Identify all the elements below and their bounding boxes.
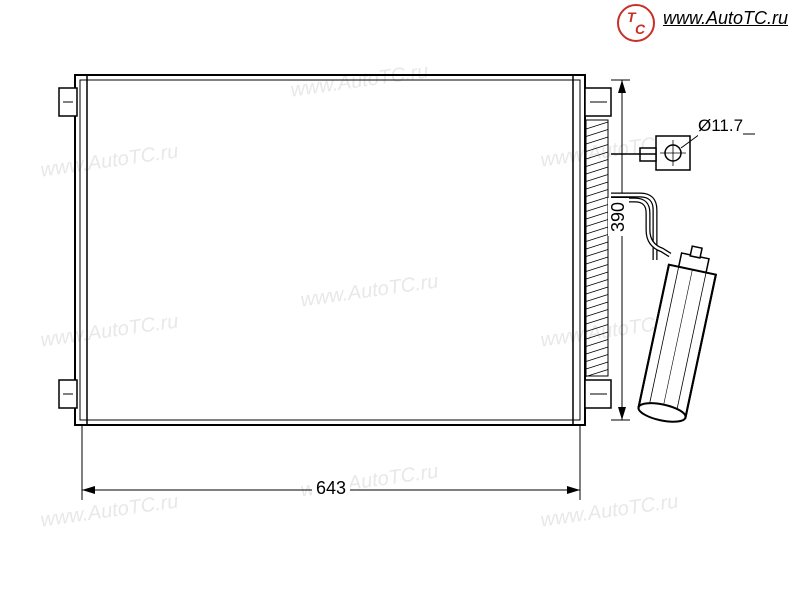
width-dimension-label: 643 <box>312 478 350 499</box>
technical-drawing <box>0 0 800 600</box>
hole-diameter-label: Ø11.7 <box>698 116 743 136</box>
height-dimension-label: 390 <box>608 198 629 236</box>
